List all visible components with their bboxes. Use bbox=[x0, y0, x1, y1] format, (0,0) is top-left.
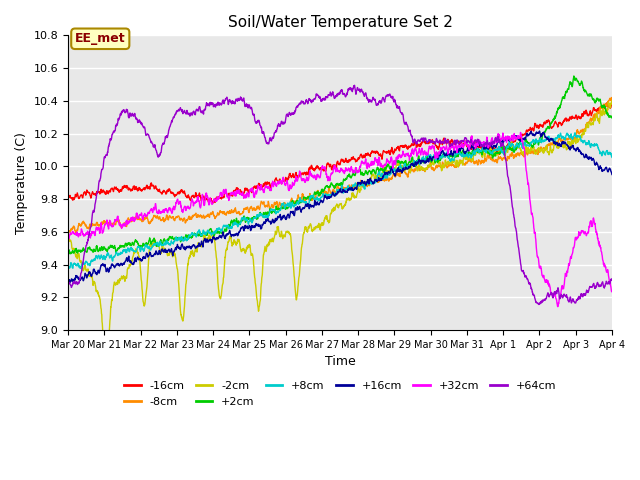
Y-axis label: Temperature (C): Temperature (C) bbox=[15, 132, 28, 234]
Title: Soil/Water Temperature Set 2: Soil/Water Temperature Set 2 bbox=[228, 15, 452, 30]
+64cm bbox=[314, 92, 322, 98]
-16cm bbox=[493, 149, 500, 155]
+32cm bbox=[329, 170, 337, 176]
-8cm bbox=[592, 114, 600, 120]
+16cm bbox=[64, 278, 72, 284]
-8cm bbox=[608, 96, 616, 102]
Line: +32cm: +32cm bbox=[68, 132, 612, 307]
-8cm bbox=[493, 157, 500, 163]
Line: +8cm: +8cm bbox=[68, 133, 612, 268]
+2cm bbox=[570, 73, 578, 79]
-16cm bbox=[314, 165, 322, 171]
+64cm bbox=[535, 301, 543, 307]
+64cm bbox=[608, 277, 616, 283]
-2cm bbox=[493, 152, 500, 157]
+64cm bbox=[493, 139, 500, 144]
+32cm bbox=[314, 173, 322, 179]
Text: EE_met: EE_met bbox=[75, 32, 125, 45]
+32cm bbox=[554, 304, 562, 310]
+64cm bbox=[92, 197, 100, 203]
-2cm bbox=[64, 237, 72, 242]
+2cm bbox=[593, 96, 600, 101]
+64cm bbox=[593, 282, 600, 288]
+8cm bbox=[77, 265, 84, 271]
+64cm bbox=[64, 281, 72, 287]
-16cm bbox=[593, 108, 600, 114]
+8cm bbox=[329, 191, 337, 197]
Line: -2cm: -2cm bbox=[68, 101, 612, 365]
+32cm bbox=[92, 228, 100, 233]
+16cm bbox=[493, 143, 500, 148]
+8cm bbox=[493, 147, 500, 153]
-16cm bbox=[608, 101, 616, 107]
+8cm bbox=[608, 155, 616, 160]
+64cm bbox=[593, 284, 600, 289]
-8cm bbox=[314, 189, 322, 194]
-8cm bbox=[593, 113, 600, 119]
Legend: -16cm, -8cm, -2cm, +2cm, +8cm, +16cm, +32cm, +64cm: -16cm, -8cm, -2cm, +2cm, +8cm, +16cm, +3… bbox=[120, 377, 561, 411]
Line: -16cm: -16cm bbox=[68, 102, 612, 203]
+2cm bbox=[92, 245, 100, 251]
+16cm bbox=[329, 189, 337, 195]
+32cm bbox=[593, 229, 600, 235]
-16cm bbox=[92, 192, 100, 198]
Line: +64cm: +64cm bbox=[68, 85, 612, 304]
-8cm bbox=[64, 229, 72, 235]
+8cm bbox=[593, 141, 600, 147]
+8cm bbox=[314, 198, 322, 204]
+8cm bbox=[593, 141, 600, 146]
-2cm bbox=[592, 111, 600, 117]
-8cm bbox=[92, 221, 100, 227]
+2cm bbox=[67, 251, 74, 257]
Line: +2cm: +2cm bbox=[68, 76, 612, 254]
+16cm bbox=[608, 172, 616, 178]
+2cm bbox=[593, 96, 600, 102]
+16cm bbox=[593, 160, 600, 166]
+2cm bbox=[608, 115, 616, 121]
-8cm bbox=[329, 187, 337, 193]
X-axis label: Time: Time bbox=[324, 355, 355, 368]
-8cm bbox=[607, 95, 615, 100]
-2cm bbox=[102, 362, 109, 368]
-2cm bbox=[92, 285, 100, 291]
+64cm bbox=[329, 90, 337, 96]
+16cm bbox=[314, 202, 322, 207]
-8cm bbox=[72, 230, 80, 236]
-2cm bbox=[608, 98, 616, 104]
+32cm bbox=[492, 137, 500, 143]
+8cm bbox=[64, 264, 72, 270]
-16cm bbox=[329, 163, 337, 169]
-2cm bbox=[314, 222, 322, 228]
+16cm bbox=[593, 159, 600, 165]
+32cm bbox=[64, 237, 72, 243]
+2cm bbox=[493, 149, 500, 155]
+16cm bbox=[536, 128, 543, 134]
Line: -8cm: -8cm bbox=[68, 97, 612, 233]
-2cm bbox=[593, 110, 600, 116]
+8cm bbox=[571, 130, 579, 136]
+2cm bbox=[64, 250, 72, 255]
+16cm bbox=[92, 270, 100, 276]
Line: +16cm: +16cm bbox=[68, 131, 612, 282]
-16cm bbox=[209, 200, 217, 206]
-16cm bbox=[64, 192, 72, 198]
+8cm bbox=[92, 252, 100, 258]
-2cm bbox=[329, 207, 337, 213]
+32cm bbox=[608, 288, 616, 294]
+32cm bbox=[593, 229, 600, 235]
-16cm bbox=[592, 108, 600, 114]
+64cm bbox=[351, 83, 358, 88]
+2cm bbox=[329, 182, 337, 188]
-16cm bbox=[604, 99, 611, 105]
+2cm bbox=[314, 193, 322, 199]
+32cm bbox=[516, 130, 524, 135]
+16cm bbox=[67, 279, 74, 285]
